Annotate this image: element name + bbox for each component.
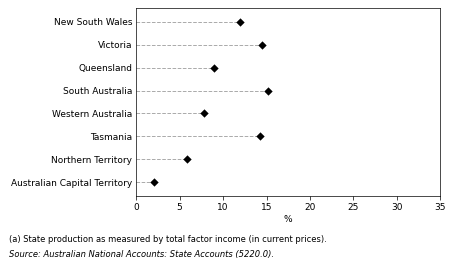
X-axis label: %: % [284, 215, 292, 224]
Point [257, 134, 264, 139]
Point [150, 180, 157, 184]
Point [211, 65, 218, 70]
Point [183, 157, 190, 161]
Point [265, 89, 272, 93]
Text: (a) State production as measured by total factor income (in current prices).: (a) State production as measured by tota… [9, 235, 327, 244]
Text: Source: Australian National Accounts: State Accounts (5220.0).: Source: Australian National Accounts: St… [9, 250, 274, 259]
Point [237, 20, 244, 24]
Point [200, 111, 207, 116]
Point [259, 43, 266, 47]
